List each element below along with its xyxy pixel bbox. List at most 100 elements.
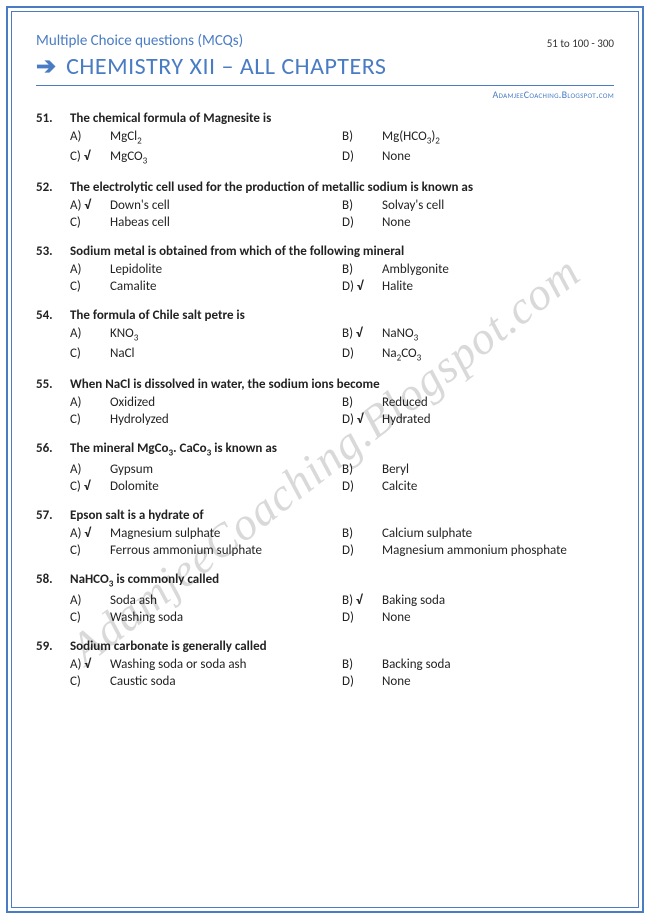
option-label: C) √: [70, 149, 110, 164]
option: B)Solvay's cell: [342, 198, 614, 213]
question-row: 58.NaHCO3 is commonly called: [36, 572, 614, 590]
option-label: A): [70, 129, 110, 144]
option-text: NaCl: [110, 346, 135, 361]
options: A) √Magnesium sulphateB)Calcium sulphate…: [36, 526, 614, 558]
question-text: Sodium metal is obtained from which of t…: [70, 244, 614, 259]
option-text: None: [382, 610, 411, 625]
question-row: 52.The electrolytic cell used for the pr…: [36, 180, 614, 195]
page-range: 51 to 100 - 300: [547, 37, 614, 50]
option-text: Caustic soda: [110, 674, 176, 689]
question-text: Epson salt is a hydrate of: [70, 508, 614, 523]
option-text: None: [382, 215, 411, 230]
blog-link: AdamjeeCoaching.Blogspot.com: [36, 88, 614, 101]
option: A)Gypsum: [70, 462, 342, 477]
option-text: Washing soda: [110, 610, 183, 625]
option: C)Ferrous ammonium sulphate: [70, 543, 342, 558]
option-label: B) √: [342, 593, 382, 608]
page-title: CHEMISTRY XII – ALL CHAPTERS: [66, 52, 386, 81]
option-label: A): [70, 395, 110, 410]
question-row: 56.The mineral MgCo3. CaCo3 is known as: [36, 441, 614, 459]
option-text: Beryl: [382, 462, 409, 477]
option-text: Ferrous ammonium sulphate: [110, 543, 262, 558]
question-number: 59.: [36, 639, 70, 654]
options: A)KNO3B) √NaNO3C)NaClD)Na2CO3: [36, 326, 614, 363]
option: A)MgCl2: [70, 129, 342, 147]
question-row: 51.The chemical formula of Magnesite is: [36, 111, 614, 126]
option-text: Soda ash: [110, 593, 157, 608]
option-label: B): [342, 129, 382, 144]
option: D)Calcite: [342, 479, 614, 494]
arrow-icon: ➔: [36, 52, 56, 81]
option-text: KNO3: [110, 326, 138, 344]
option-text: Magnesium sulphate: [110, 526, 220, 541]
check-icon: √: [356, 326, 362, 341]
option-text: None: [382, 674, 411, 689]
question-text: The formula of Chile salt petre is: [70, 308, 614, 323]
option-label: A) √: [70, 657, 110, 672]
question-row: 54.The formula of Chile salt petre is: [36, 308, 614, 323]
options: A)MgCl2B)Mg(HCO3)2C) √MgCO3D)None: [36, 129, 614, 166]
question-number: 53.: [36, 244, 70, 259]
option-text: Magnesium ammonium phosphate: [382, 543, 567, 558]
question: 58.NaHCO3 is commonly calledA)Soda ashB)…: [36, 572, 614, 625]
option-text: MgCl2: [110, 129, 142, 147]
option-label: C): [70, 279, 110, 294]
option-text: Calcite: [382, 479, 417, 494]
question-row: 55.When NaCl is dissolved in water, the …: [36, 377, 614, 392]
question-number: 56.: [36, 441, 70, 459]
option: B)Reduced: [342, 395, 614, 410]
option-text: Habeas cell: [110, 215, 170, 230]
option-text: Amblygonite: [382, 262, 449, 277]
option: D) √Hydrated: [342, 412, 614, 427]
questions-container: 51.The chemical formula of Magnesite is A…: [36, 111, 614, 689]
option-label: A): [70, 326, 110, 341]
check-icon: √: [357, 279, 363, 294]
option: C)NaCl: [70, 346, 342, 364]
mcq-label: Multiple Choice questions (MCQs): [36, 32, 243, 50]
option-label: D) √: [342, 279, 382, 294]
option-label: A) √: [70, 198, 110, 213]
option-text: Mg(HCO3)2: [382, 129, 440, 147]
option-text: Calcium sulphate: [382, 526, 472, 541]
question-number: 58.: [36, 572, 70, 590]
option-text: MgCO3: [110, 149, 147, 167]
option: D)None: [342, 610, 614, 625]
option-text: Dolomite: [110, 479, 159, 494]
content: Multiple Choice questions (MCQs) 51 to 1…: [36, 32, 614, 689]
option: C)Washing soda: [70, 610, 342, 625]
question-number: 54.: [36, 308, 70, 323]
question-number: 57.: [36, 508, 70, 523]
option: D)None: [342, 215, 614, 230]
option-text: Baking soda: [382, 593, 445, 608]
option-label: D): [342, 479, 382, 494]
options: A) √Washing soda or soda ashB)Backing so…: [36, 657, 614, 689]
option-label: B): [342, 198, 382, 213]
question: 51.The chemical formula of Magnesite is A…: [36, 111, 614, 166]
option-label: B): [342, 462, 382, 477]
check-icon: √: [84, 526, 90, 541]
option: A) √Down's cell: [70, 198, 342, 213]
option-label: C): [70, 610, 110, 625]
question-text: The mineral MgCo3. CaCo3 is known as: [70, 441, 614, 459]
option-text: Halite: [382, 279, 413, 294]
option-label: C): [70, 215, 110, 230]
inner-border: AdamjeeCoaching.Blogspot.com Multiple Ch…: [11, 11, 639, 908]
option: B)Backing soda: [342, 657, 614, 672]
title-row: ➔ CHEMISTRY XII – ALL CHAPTERS: [36, 52, 614, 86]
option: D)Na2CO3: [342, 346, 614, 364]
option: A)KNO3: [70, 326, 342, 344]
option: B) √Baking soda: [342, 593, 614, 608]
option-label: B): [342, 262, 382, 277]
options: A) √Down's cellB)Solvay's cell C)Habeas c…: [36, 198, 614, 230]
option-label: C): [70, 674, 110, 689]
question: 59.Sodium carbonate is generally calledA…: [36, 639, 614, 689]
option-label: C) √: [70, 479, 110, 494]
option-text: Hydrolyzed: [110, 412, 169, 427]
option-label: B): [342, 395, 382, 410]
option: A)Oxidized: [70, 395, 342, 410]
question-text: The electrolytic cell used for the produ…: [70, 180, 614, 195]
option-text: Oxidized: [110, 395, 155, 410]
question-number: 51.: [36, 111, 70, 126]
option-text: Na2CO3: [382, 346, 421, 364]
option: B)Calcium sulphate: [342, 526, 614, 541]
